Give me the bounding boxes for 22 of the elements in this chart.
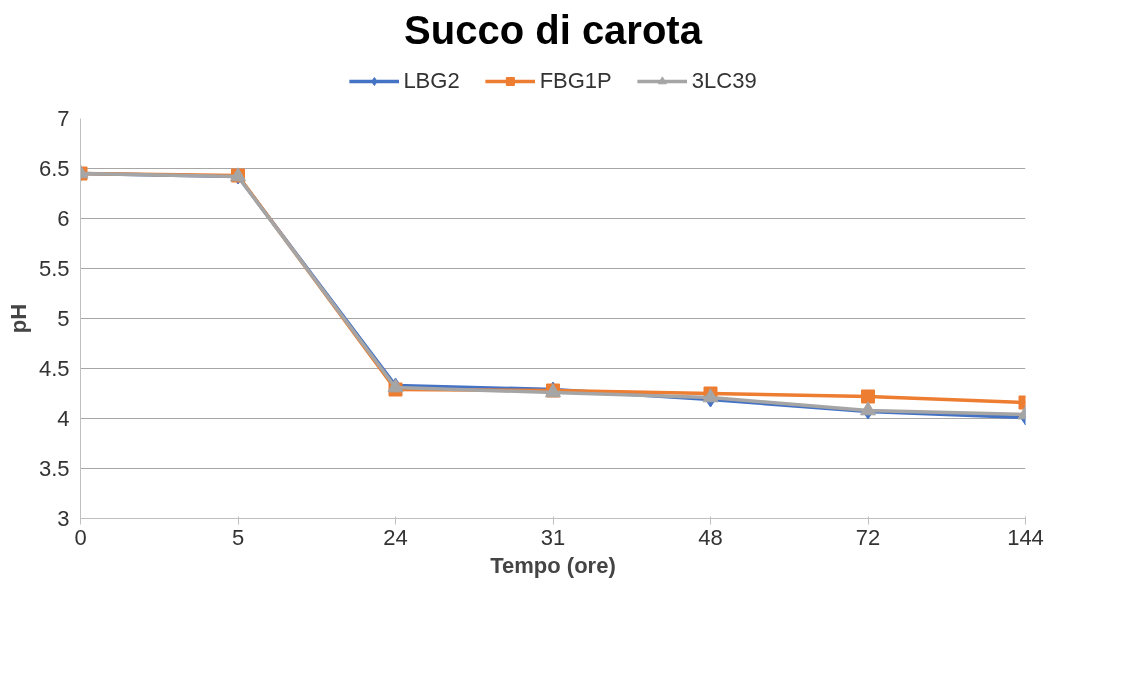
x-tick-label: 24	[383, 524, 408, 550]
x-tick-label: 48	[698, 524, 723, 550]
x-tick-label: 31	[540, 524, 566, 550]
legend-label: LBG2	[403, 68, 460, 94]
y-tick-label: 4.5	[38, 356, 70, 381]
x-tick-label: 0	[74, 524, 87, 550]
x-tick-label: 5	[231, 524, 245, 550]
legend-label: FBG1P	[539, 68, 612, 94]
y-tick-label: 3	[57, 506, 70, 531]
legend-label: 3LC39	[691, 68, 757, 94]
x-axis-title: Tempo (ore)	[490, 552, 616, 578]
y-tick-label: 7	[57, 106, 70, 131]
x-tick-label: 144	[1007, 524, 1044, 550]
y-tick-label: 6	[57, 206, 70, 231]
x-tick-label: 72	[855, 524, 881, 550]
chart-title: Succo di carota	[404, 7, 703, 52]
y-tick-label: 5.5	[38, 256, 70, 281]
y-tick-label: 3.5	[38, 456, 70, 481]
y-tick-label: 4	[57, 406, 70, 431]
y-tick-label: 5	[57, 306, 70, 331]
y-axis-title: pH	[5, 303, 31, 334]
y-tick-label: 6.5	[38, 156, 70, 181]
